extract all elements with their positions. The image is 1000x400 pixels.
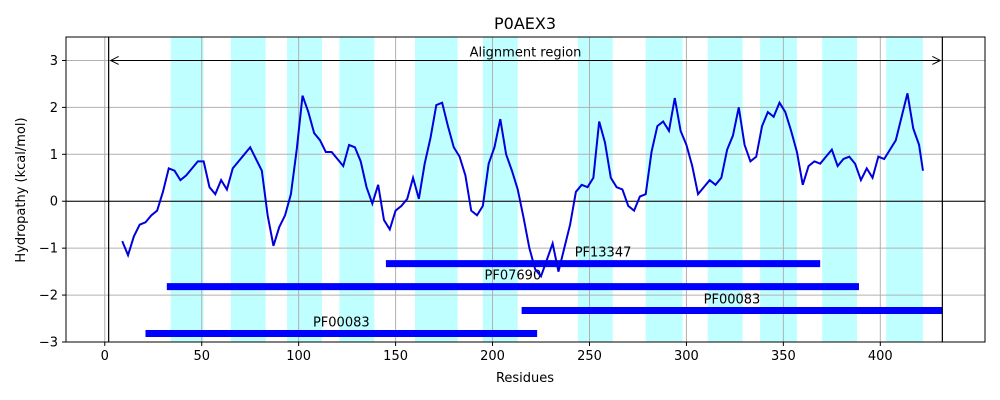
x-tick-label: 300 <box>674 349 699 364</box>
tm-band <box>170 37 204 342</box>
y-axis-ticks: −3 −2 −1 0 1 2 3 <box>39 54 66 351</box>
alignment-region: Alignment region <box>108 37 943 342</box>
tm-band <box>482 37 518 342</box>
x-tick-label: 50 <box>193 349 210 364</box>
tm-band <box>287 37 322 342</box>
tm-band <box>822 37 858 342</box>
x-tick-label: 0 <box>101 349 109 364</box>
y-tick-label: −2 <box>39 289 58 304</box>
tm-band <box>707 37 743 342</box>
x-tick-label: 250 <box>577 349 602 364</box>
hydropathy-line <box>121 93 924 279</box>
y-tick-label: 1 <box>50 148 58 163</box>
tm-band <box>886 37 923 342</box>
x-tick-label: 350 <box>771 349 796 364</box>
tm-band <box>577 37 613 342</box>
tm-band <box>645 37 683 342</box>
y-tick-label: −3 <box>39 336 58 351</box>
y-tick-label: 3 <box>50 54 58 69</box>
plot-frame <box>65 36 986 343</box>
tm-band <box>339 37 375 342</box>
tm-band <box>760 37 797 342</box>
transmembrane-bands <box>170 37 923 342</box>
y-tick-label: 0 <box>50 195 58 210</box>
pfam-domains: PF13347 PF07690 PF00083 PF00083 <box>145 246 943 338</box>
y-tick-label: 2 <box>50 101 58 116</box>
y-tick-label: −1 <box>39 242 58 257</box>
x-tick-label: 150 <box>383 349 408 364</box>
tm-band <box>414 37 458 342</box>
domain-label: PF00083 <box>704 293 761 308</box>
x-tick-label: 400 <box>868 349 893 364</box>
tm-band <box>230 37 266 342</box>
x-axis-ticks: 0 50 100 150 200 250 300 350 400 <box>101 342 893 364</box>
domain-label: PF07690 <box>485 269 542 284</box>
y-axis-label: Hydropathy (kcal/mol) <box>14 117 29 262</box>
alignment-label: Alignment region <box>470 45 582 60</box>
x-axis-label: Residues <box>496 371 554 386</box>
domain-label: PF13347 <box>575 246 632 261</box>
x-tick-label: 200 <box>480 349 505 364</box>
chart-title: P0AEX3 <box>494 14 556 33</box>
domain-label: PF00083 <box>313 316 370 331</box>
x-tick-label: 100 <box>286 349 311 364</box>
